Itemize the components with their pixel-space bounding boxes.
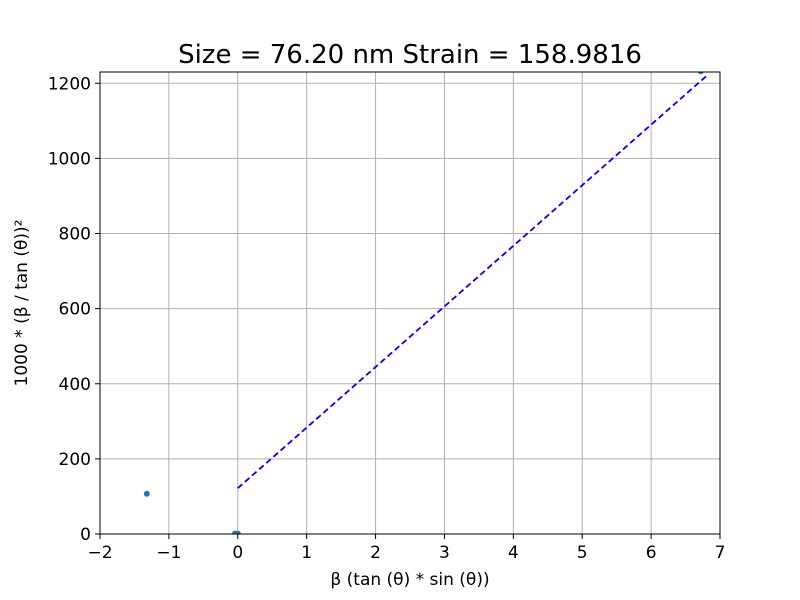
y-tick-label: 800 — [59, 225, 91, 245]
y-tick-label: 600 — [59, 300, 91, 320]
y-axis-ticks: 0 200 400 600 800 1000 1200 — [48, 74, 100, 545]
x-tick-label: 7 — [715, 543, 726, 563]
x-tick-label: 1 — [301, 543, 312, 563]
data-point — [697, 72, 704, 75]
y-tick-label: 1200 — [48, 74, 91, 94]
x-tick-label: 2 — [370, 543, 381, 563]
y-tick-label: 200 — [59, 450, 91, 470]
x-tick-label: −1 — [156, 543, 181, 563]
x-axis-label: β (tan (θ) * sin (θ)) — [330, 570, 489, 590]
chart-title: Size = 76.20 nm Strain = 158.9816 — [178, 40, 642, 70]
y-tick-label: 1000 — [48, 149, 91, 169]
fit-line-layer — [237, 74, 709, 489]
y-tick-label: 0 — [80, 525, 91, 545]
grid — [99, 72, 721, 535]
x-axis-ticks: −2 −1 0 1 2 3 4 5 6 7 — [87, 534, 725, 563]
plot-frame — [99, 71, 721, 535]
x-tick-label: 3 — [439, 543, 450, 563]
x-tick-label: 6 — [646, 543, 657, 563]
y-axis-label: 1000 * (β / tan (θ))² — [12, 220, 32, 387]
x-tick-label: 4 — [508, 543, 519, 563]
x-tick-label: 5 — [577, 543, 588, 563]
y-tick-label: 400 — [59, 375, 91, 395]
data-point — [234, 530, 241, 534]
x-tick-label: −2 — [87, 543, 112, 563]
scatter-points — [143, 72, 704, 534]
fit-line — [237, 74, 709, 489]
x-tick-label: 0 — [232, 543, 243, 563]
data-point — [143, 490, 150, 497]
